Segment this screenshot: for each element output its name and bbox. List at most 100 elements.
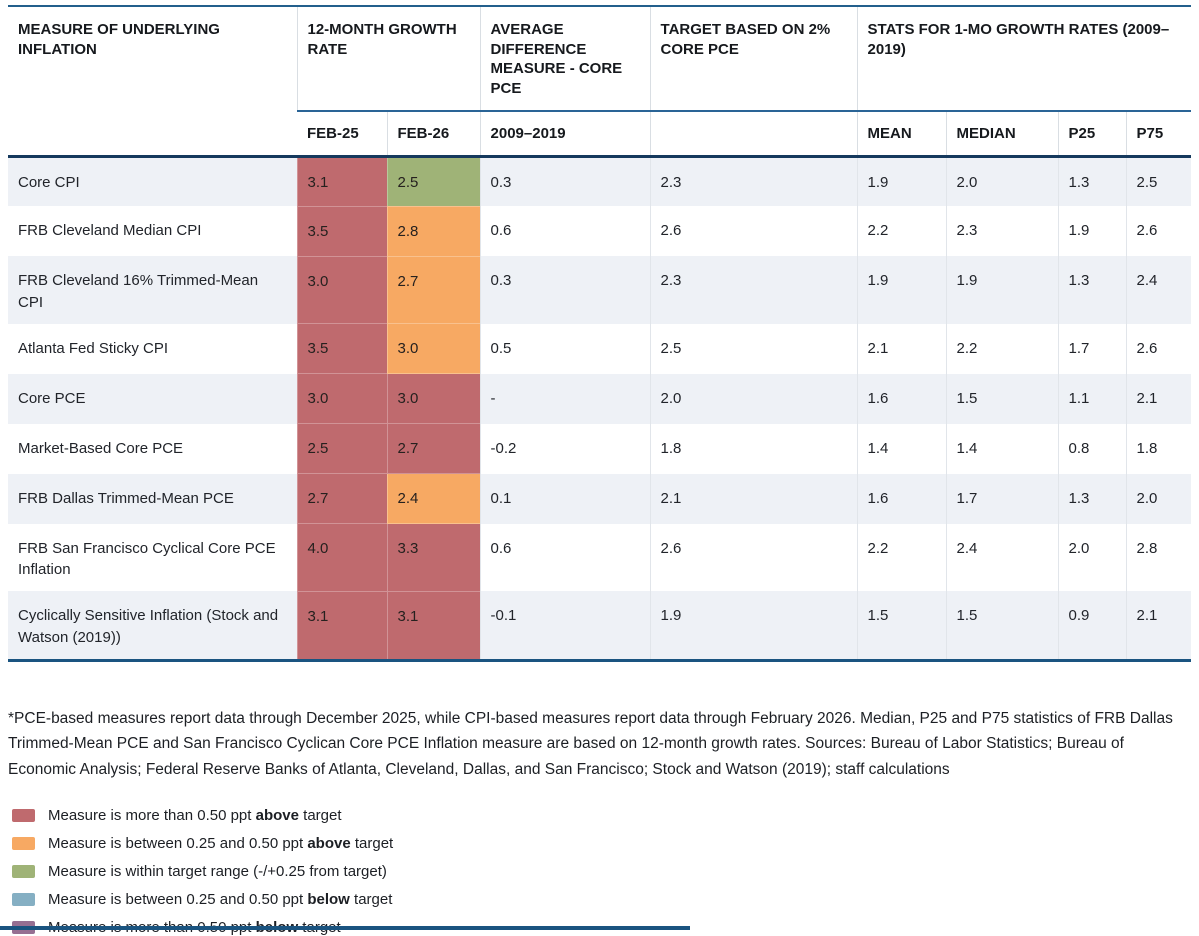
median-cell: 2.2 xyxy=(945,323,1059,374)
table-row: FRB Cleveland 16% Trimmed-Mean CPI 3.0 2.7… xyxy=(8,255,1192,324)
feb26-cell: 2.7 xyxy=(386,423,481,474)
avg-diff-cell: 0.3 xyxy=(479,156,651,206)
table-header: MEASURE OF UNDERLYING INFLATION 12-MONTH… xyxy=(8,6,1192,158)
legend-label: Measure is more than 0.50 ppt above targ… xyxy=(48,807,342,825)
median-cell: 1.9 xyxy=(945,256,1059,324)
column-header-stats: STATS FOR 1-MO GROWTH RATES (2009–2019) xyxy=(856,6,1192,112)
avg-diff-cell: 0.1 xyxy=(479,473,651,524)
legend-label: Measure is between 0.25 and 0.50 ppt bel… xyxy=(48,891,393,909)
p75-cell: 2.1 xyxy=(1125,373,1192,424)
mean-cell: 1.6 xyxy=(856,473,947,524)
p25-cell: 2.0 xyxy=(1057,523,1127,591)
sub-header-p25: P25 xyxy=(1057,111,1127,158)
footnote-text: *PCE-based measures report data through … xyxy=(8,709,1173,778)
median-cell: 2.4 xyxy=(945,523,1059,591)
sub-header-feb25: FEB-25 xyxy=(297,111,387,158)
bottom-accent-bar xyxy=(0,926,690,930)
sub-header-p75: P75 xyxy=(1125,111,1192,158)
measure-cell: FRB Cleveland Median CPI xyxy=(18,222,202,239)
measure-cell: FRB Dallas Trimmed-Mean PCE xyxy=(8,473,297,524)
feb25-cell: 3.1 xyxy=(296,155,387,206)
median-cell: 2.0 xyxy=(945,156,1059,206)
median-cell: 1.5 xyxy=(945,373,1059,424)
feb25-cell: 3.0 xyxy=(296,373,387,424)
mean-cell: 1.4 xyxy=(856,423,947,474)
avg-diff-cell: -0.2 xyxy=(479,423,651,474)
measure-cell: FRB Cleveland 16% Trimmed-Mean CPI xyxy=(8,256,297,324)
feb26-cell: 3.0 xyxy=(386,373,481,424)
target-cell: 2.0 xyxy=(649,373,858,424)
table-body: Core CPI 3.1 2.5 0.3 2.3 1.9 2.0 1.3 2.5 FRB Clev… xyxy=(8,155,1192,660)
sub-header-median: MEDIAN xyxy=(945,111,1059,158)
legend-label: Measure is between 0.25 and 0.50 ppt abo… xyxy=(48,835,394,853)
p75-cell: 2.6 xyxy=(1125,206,1192,256)
sub-header-feb26: FEB-26 xyxy=(386,111,481,158)
mean-cell: 1.9 xyxy=(856,156,947,206)
mean-cell: 2.2 xyxy=(856,523,947,591)
legend-swatch-above-minor xyxy=(12,837,35,851)
avg-diff-cell: 0.6 xyxy=(479,523,651,591)
p75-cell: 1.8 xyxy=(1125,423,1192,474)
feb26-cell: 3.3 xyxy=(386,523,481,591)
measure-cell: Cyclically Sensitive Inflation (Stock an… xyxy=(8,591,297,660)
column-header-target: TARGET BASED ON 2% CORE PCE xyxy=(649,6,858,112)
table-row: FRB Cleveland Median CPI 3.5 2.8 0.6 2.6 2.2 2… xyxy=(8,205,1192,256)
p25-cell: 0.9 xyxy=(1057,591,1127,660)
p75-cell: 2.5 xyxy=(1125,156,1192,206)
target-cell: 2.5 xyxy=(649,323,858,374)
legend-swatch-above-major xyxy=(12,809,35,823)
median-cell: 1.5 xyxy=(945,591,1059,660)
feb26-cell: 3.0 xyxy=(386,323,481,374)
measure-cell: Market-Based Core PCE xyxy=(18,439,184,457)
table-row: Cyclically Sensitive Inflation (Stock an… xyxy=(8,590,1192,660)
feb25-cell: 3.0 xyxy=(296,255,387,324)
feb25-cell: 3.5 xyxy=(296,323,387,374)
table-row: Market-Based Core PCE 2.5 2.7 -0.2 1.8 1.4 1.4… xyxy=(8,423,1192,474)
measure-cell: Core PCE xyxy=(8,373,297,424)
feb25-cell: 4.0 xyxy=(296,523,387,591)
target-cell: 2.3 xyxy=(649,256,858,324)
median-cell: 1.4 xyxy=(945,423,1059,474)
p25-cell: 1.3 xyxy=(1057,256,1127,324)
column-header-measure: MEASURE OF UNDERLYING INFLATION xyxy=(8,6,297,158)
table-row: FRB Dallas Trimmed-Mean PCE 2.7 2.4 0.1 2.1 1… xyxy=(8,473,1192,524)
mean-cell: 1.5 xyxy=(856,591,947,660)
p75-cell: 2.6 xyxy=(1125,323,1192,374)
avg-diff-cell: 0.5 xyxy=(479,323,651,374)
feb26-cell: 2.7 xyxy=(386,255,481,324)
measure-cell: Atlanta Fed Sticky CPI xyxy=(18,339,169,357)
p25-cell: 1.3 xyxy=(1057,156,1127,206)
table-row: Core PCE 3.0 3.0-2.0 1.6 1.5 1.1 2.1 xyxy=(8,373,1192,424)
legend-label: Measure is within target range (-/+0.25 … xyxy=(48,863,387,881)
p75-cell: 2.1 xyxy=(1125,591,1192,660)
target-cell: 2.6 xyxy=(649,206,858,256)
column-header-growth: 12-MONTH GROWTH RATE xyxy=(296,6,481,112)
mean-cell: 2.1 xyxy=(856,323,947,374)
column-header-avg-diff: AVERAGE DIFFERENCE MEASURE - CORE PCE xyxy=(479,6,651,112)
feb25-cell: 3.1 xyxy=(296,590,387,660)
legend-item: Measure is more than 0.50 ppt above targ… xyxy=(12,808,1191,823)
color-legend: Measure is more than 0.50 ppt above targ… xyxy=(8,808,1191,935)
legend-swatch-within xyxy=(12,865,35,879)
median-cell: 2.3 xyxy=(945,206,1059,256)
avg-diff-cell: 0.3 xyxy=(479,256,651,324)
legend-item: Measure is between 0.25 and 0.50 ppt abo… xyxy=(12,836,1191,851)
legend-swatch-below-minor xyxy=(12,893,35,907)
measure-cell: FRB San Francisco Cyclical Core PCE Infl… xyxy=(18,539,276,579)
sub-header-target-empty xyxy=(649,111,858,158)
feb25-cell: 2.5 xyxy=(296,423,387,474)
underlying-inflation-table: MEASURE OF UNDERLYING INFLATION 12-MONTH… xyxy=(8,5,1192,662)
p25-cell: 1.1 xyxy=(1057,373,1127,424)
p25-cell: 1.7 xyxy=(1057,323,1127,374)
target-cell: 2.6 xyxy=(649,523,858,591)
p25-cell: 1.3 xyxy=(1057,473,1127,524)
avg-diff-cell: 0.6 xyxy=(479,206,651,256)
sub-header-period: 2009–2019 xyxy=(479,111,651,158)
legend-item: Measure is between 0.25 and 0.50 ppt bel… xyxy=(12,892,1191,907)
sub-header-row: FEB-25 FEB-26 2009–2019 MEAN MEDIAN P25 … xyxy=(8,111,1192,158)
group-header-row: MEASURE OF UNDERLYING INFLATION 12-MONTH… xyxy=(8,6,1192,158)
feb26-cell: 3.1 xyxy=(386,590,481,660)
feb26-cell: 2.4 xyxy=(386,473,481,524)
target-cell: 1.9 xyxy=(649,591,858,660)
